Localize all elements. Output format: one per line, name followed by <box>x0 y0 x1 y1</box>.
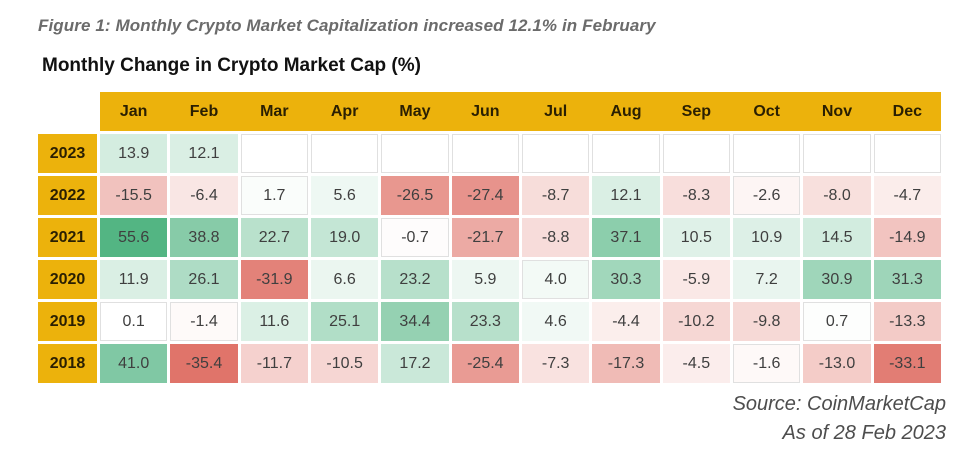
heatmap-cell: -13.3 <box>873 302 941 341</box>
row-header-year: 2018 <box>38 344 97 383</box>
heatmap-cell: -15.5 <box>100 176 168 215</box>
heatmap-cell: -17.3 <box>592 344 660 383</box>
heatmap-cell <box>240 134 308 173</box>
heatmap-cell: 19.0 <box>311 218 379 257</box>
heatmap-cell: 12.1 <box>592 176 660 215</box>
heatmap-cell: -26.5 <box>381 176 449 215</box>
heatmap-cell: 30.9 <box>803 260 871 299</box>
heatmap-cell <box>592 134 660 173</box>
heatmap-cell: -4.4 <box>592 302 660 341</box>
column-header-month: Aug <box>610 102 642 120</box>
heatmap-cell: -0.7 <box>381 218 449 257</box>
heatmap-cell: -8.3 <box>662 176 730 215</box>
column-header-month: Dec <box>892 102 922 120</box>
row-header-year: 2021 <box>38 218 97 257</box>
figure-page: Figure 1: Monthly Crypto Market Capitali… <box>38 16 946 448</box>
column-header-month: Jan <box>119 102 148 120</box>
month-header-bar <box>100 92 941 131</box>
heatmap-cell: 55.6 <box>100 218 168 257</box>
column-header-month: Jul <box>544 102 568 120</box>
heatmap-cell: -11.7 <box>240 344 308 383</box>
heatmap-cell: 13.9 <box>100 134 168 173</box>
heatmap-cell: -8.0 <box>803 176 871 215</box>
heatmap-cell: 1.7 <box>240 176 308 215</box>
heatmap-cell: 30.3 <box>592 260 660 299</box>
heatmap-cell: 5.9 <box>451 260 519 299</box>
heatmap-cell: 10.5 <box>662 218 730 257</box>
heatmap-cell: -8.7 <box>522 176 590 215</box>
heatmap-cell: 17.2 <box>381 344 449 383</box>
heatmap-cell <box>803 134 871 173</box>
heatmap-cell: 10.9 <box>733 218 801 257</box>
heatmap-cell: -13.0 <box>803 344 871 383</box>
row-header-year: 2022 <box>38 176 97 215</box>
heatmap-cell: -1.6 <box>733 344 801 383</box>
heatmap-cell: 12.1 <box>170 134 238 173</box>
as-of-note: As of 28 Feb 2023 <box>782 422 946 444</box>
heatmap-cell: -35.4 <box>170 344 238 383</box>
heatmap-cell <box>451 134 519 173</box>
row-header-year: 2023 <box>38 134 97 173</box>
heatmap-cell: -31.9 <box>240 260 308 299</box>
column-header-month: Jun <box>471 102 500 120</box>
heatmap-cell: -6.4 <box>170 176 238 215</box>
heatmap-cell: -4.5 <box>662 344 730 383</box>
heatmap-cell: 11.6 <box>240 302 308 341</box>
figure-caption: Figure 1: Monthly Crypto Market Capitali… <box>38 16 656 35</box>
heatmap-cell: 37.1 <box>592 218 660 257</box>
row-header-year: 2019 <box>38 302 97 341</box>
heatmap-cell: 23.3 <box>451 302 519 341</box>
heatmap-table: Jan Feb Mar Apr May Jun Jul Aug Sep Oct Nov Dec 2023… <box>38 92 941 383</box>
heatmap-cell <box>733 134 801 173</box>
heatmap-cell: 11.9 <box>100 260 168 299</box>
heatmap-cell: 25.1 <box>311 302 379 341</box>
figure-footer: Source: CoinMarketCap As of 28 Feb 2023 <box>38 390 946 448</box>
heatmap-cell: -21.7 <box>451 218 519 257</box>
column-header-month: Feb <box>189 102 219 120</box>
heatmap-cell: -27.4 <box>451 176 519 215</box>
source-note: Source: CoinMarketCap <box>732 393 946 415</box>
column-header-month: Mar <box>260 102 289 120</box>
row-header-year: 2020 <box>38 260 97 299</box>
heatmap-cell: 38.8 <box>170 218 238 257</box>
heatmap-cell: 14.5 <box>803 218 871 257</box>
heatmap-cell: 23.2 <box>381 260 449 299</box>
heatmap-cell: 7.2 <box>733 260 801 299</box>
heatmap-cell: 4.0 <box>522 260 590 299</box>
heatmap-cell: -25.4 <box>451 344 519 383</box>
heatmap-cell: -33.1 <box>873 344 941 383</box>
column-header-month: Nov <box>821 102 853 120</box>
heatmap-cell <box>873 134 941 173</box>
heatmap-cell: -10.2 <box>662 302 730 341</box>
heatmap-cell <box>662 134 730 173</box>
heatmap-cell: 0.7 <box>803 302 871 341</box>
heatmap-cell: -5.9 <box>662 260 730 299</box>
column-header-month: Apr <box>330 102 359 120</box>
column-header-month: Sep <box>681 102 711 120</box>
heatmap-cell <box>381 134 449 173</box>
heatmap-cell: -9.8 <box>733 302 801 341</box>
heatmap-cell <box>311 134 379 173</box>
heatmap-cell: -4.7 <box>873 176 941 215</box>
heatmap-cell: 26.1 <box>170 260 238 299</box>
column-header-month: May <box>399 102 431 120</box>
heatmap-cell: 6.6 <box>311 260 379 299</box>
heatmap-cell: -8.8 <box>522 218 590 257</box>
heatmap-cell: -7.3 <box>522 344 590 383</box>
heatmap-cell: 34.4 <box>381 302 449 341</box>
heatmap-cell: -2.6 <box>733 176 801 215</box>
heatmap-cell: -1.4 <box>170 302 238 341</box>
heatmap-cell: 22.7 <box>240 218 308 257</box>
heatmap-cell: 4.6 <box>522 302 590 341</box>
heatmap-cell: -10.5 <box>311 344 379 383</box>
heatmap-cell: 5.6 <box>311 176 379 215</box>
heatmap-cell: -14.9 <box>873 218 941 257</box>
heatmap-cell <box>522 134 590 173</box>
table-title: Monthly Change in Crypto Market Cap (%) <box>42 55 421 76</box>
heatmap-cell: 0.1 <box>100 302 168 341</box>
heatmap-cell: 41.0 <box>100 344 168 383</box>
column-header-month: Oct <box>753 102 780 120</box>
heatmap-cell: 31.3 <box>873 260 941 299</box>
